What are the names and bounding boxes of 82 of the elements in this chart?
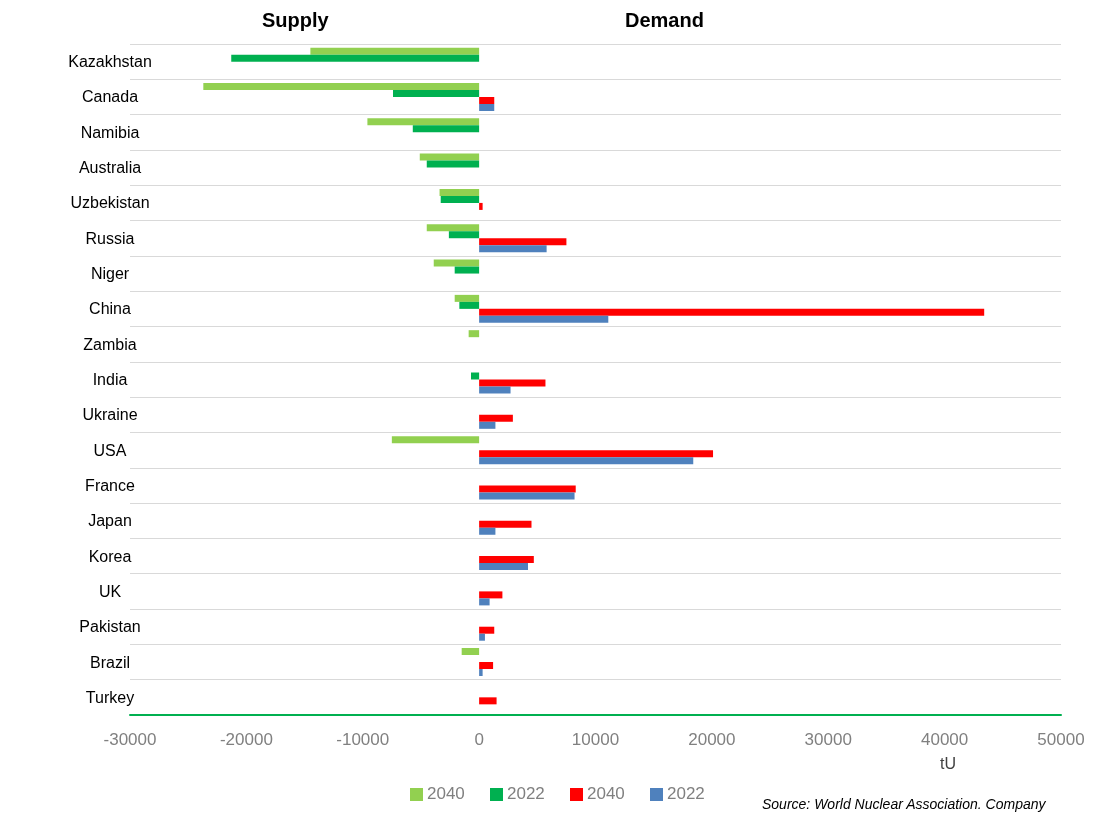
y-tick-label: Australia xyxy=(78,159,142,177)
bar xyxy=(454,294,480,302)
bar xyxy=(231,54,480,62)
bar xyxy=(479,556,534,564)
bar xyxy=(448,231,480,239)
bar xyxy=(479,457,694,465)
bar xyxy=(393,89,480,97)
bar xyxy=(468,330,480,338)
x-tick-label: -20000 xyxy=(219,730,273,749)
legend-label: 2022 xyxy=(507,784,545,803)
bar xyxy=(479,520,532,528)
y-tick-label: Canada xyxy=(81,88,139,106)
bar xyxy=(391,436,480,444)
bar xyxy=(479,492,575,500)
bar xyxy=(479,527,496,535)
text: Supply xyxy=(262,9,330,31)
y-tick-label: Uzbekistan xyxy=(70,194,150,212)
bar xyxy=(479,386,511,394)
legend-label: 2040 xyxy=(587,784,625,803)
source-note: Source: World Nuclear Association. Company xyxy=(762,796,1047,812)
bar xyxy=(479,308,985,316)
bar xyxy=(479,315,609,323)
bar xyxy=(470,372,480,380)
bar xyxy=(426,224,480,232)
x-tick-label: -30000 xyxy=(103,730,157,749)
bar xyxy=(479,697,497,705)
bar xyxy=(479,379,546,387)
y-tick-label: Zambia xyxy=(83,335,137,353)
legend-label: 2022 xyxy=(667,784,705,803)
bar xyxy=(419,153,480,161)
bar xyxy=(479,633,485,641)
y-tick-label: Niger xyxy=(90,265,130,283)
bar xyxy=(479,103,495,111)
y-tick-label: Brazil xyxy=(89,653,131,671)
x-axis-title: tU xyxy=(940,754,956,772)
y-tick-label: UK xyxy=(98,582,122,600)
y-tick-label: Kazakhstan xyxy=(68,53,152,71)
x-tick-label: 40000 xyxy=(920,730,969,749)
bar xyxy=(461,648,480,656)
bar xyxy=(479,485,576,493)
bar xyxy=(479,563,528,571)
bar xyxy=(479,598,490,606)
y-tick-label: USA xyxy=(93,441,127,459)
bar xyxy=(426,160,480,168)
bar xyxy=(412,125,480,133)
y-tick-label: Russia xyxy=(85,229,135,247)
bar xyxy=(479,238,567,246)
legend-label: 2040 xyxy=(427,784,465,803)
y-tick-label: Ukraine xyxy=(82,406,138,424)
y-tick-label: China xyxy=(89,300,131,318)
bar xyxy=(310,47,480,55)
bar xyxy=(440,195,480,203)
y-tick-label: Japan xyxy=(88,512,132,530)
y-tick-label: Korea xyxy=(88,547,132,565)
bar xyxy=(459,301,480,309)
y-tick-label: Pakistan xyxy=(79,618,141,636)
x-tick-label: 20000 xyxy=(688,730,736,749)
bar xyxy=(454,266,480,274)
bar xyxy=(479,421,496,429)
bar xyxy=(439,188,480,196)
bar xyxy=(203,82,480,90)
bar xyxy=(479,591,503,599)
bar xyxy=(479,202,483,210)
x-tick-label: 50000 xyxy=(1037,730,1085,749)
y-tick-label: France xyxy=(85,476,135,494)
bar xyxy=(433,259,480,267)
y-tick-label: Namibia xyxy=(80,123,140,141)
bar xyxy=(479,245,547,253)
bar xyxy=(479,662,494,670)
x-tick-label: 0 xyxy=(474,730,484,749)
y-tick-label: Turkey xyxy=(85,688,135,706)
x-tick-label: -10000 xyxy=(336,730,390,749)
bar xyxy=(479,626,495,634)
y-tick-label: India xyxy=(92,371,128,388)
bar xyxy=(479,96,495,104)
bar xyxy=(479,414,513,422)
bar xyxy=(479,669,483,677)
text: Demand xyxy=(625,9,704,31)
x-tick-label: 10000 xyxy=(571,730,620,749)
bar xyxy=(367,118,480,126)
bar xyxy=(479,450,714,458)
x-tick-label: 30000 xyxy=(804,730,852,749)
